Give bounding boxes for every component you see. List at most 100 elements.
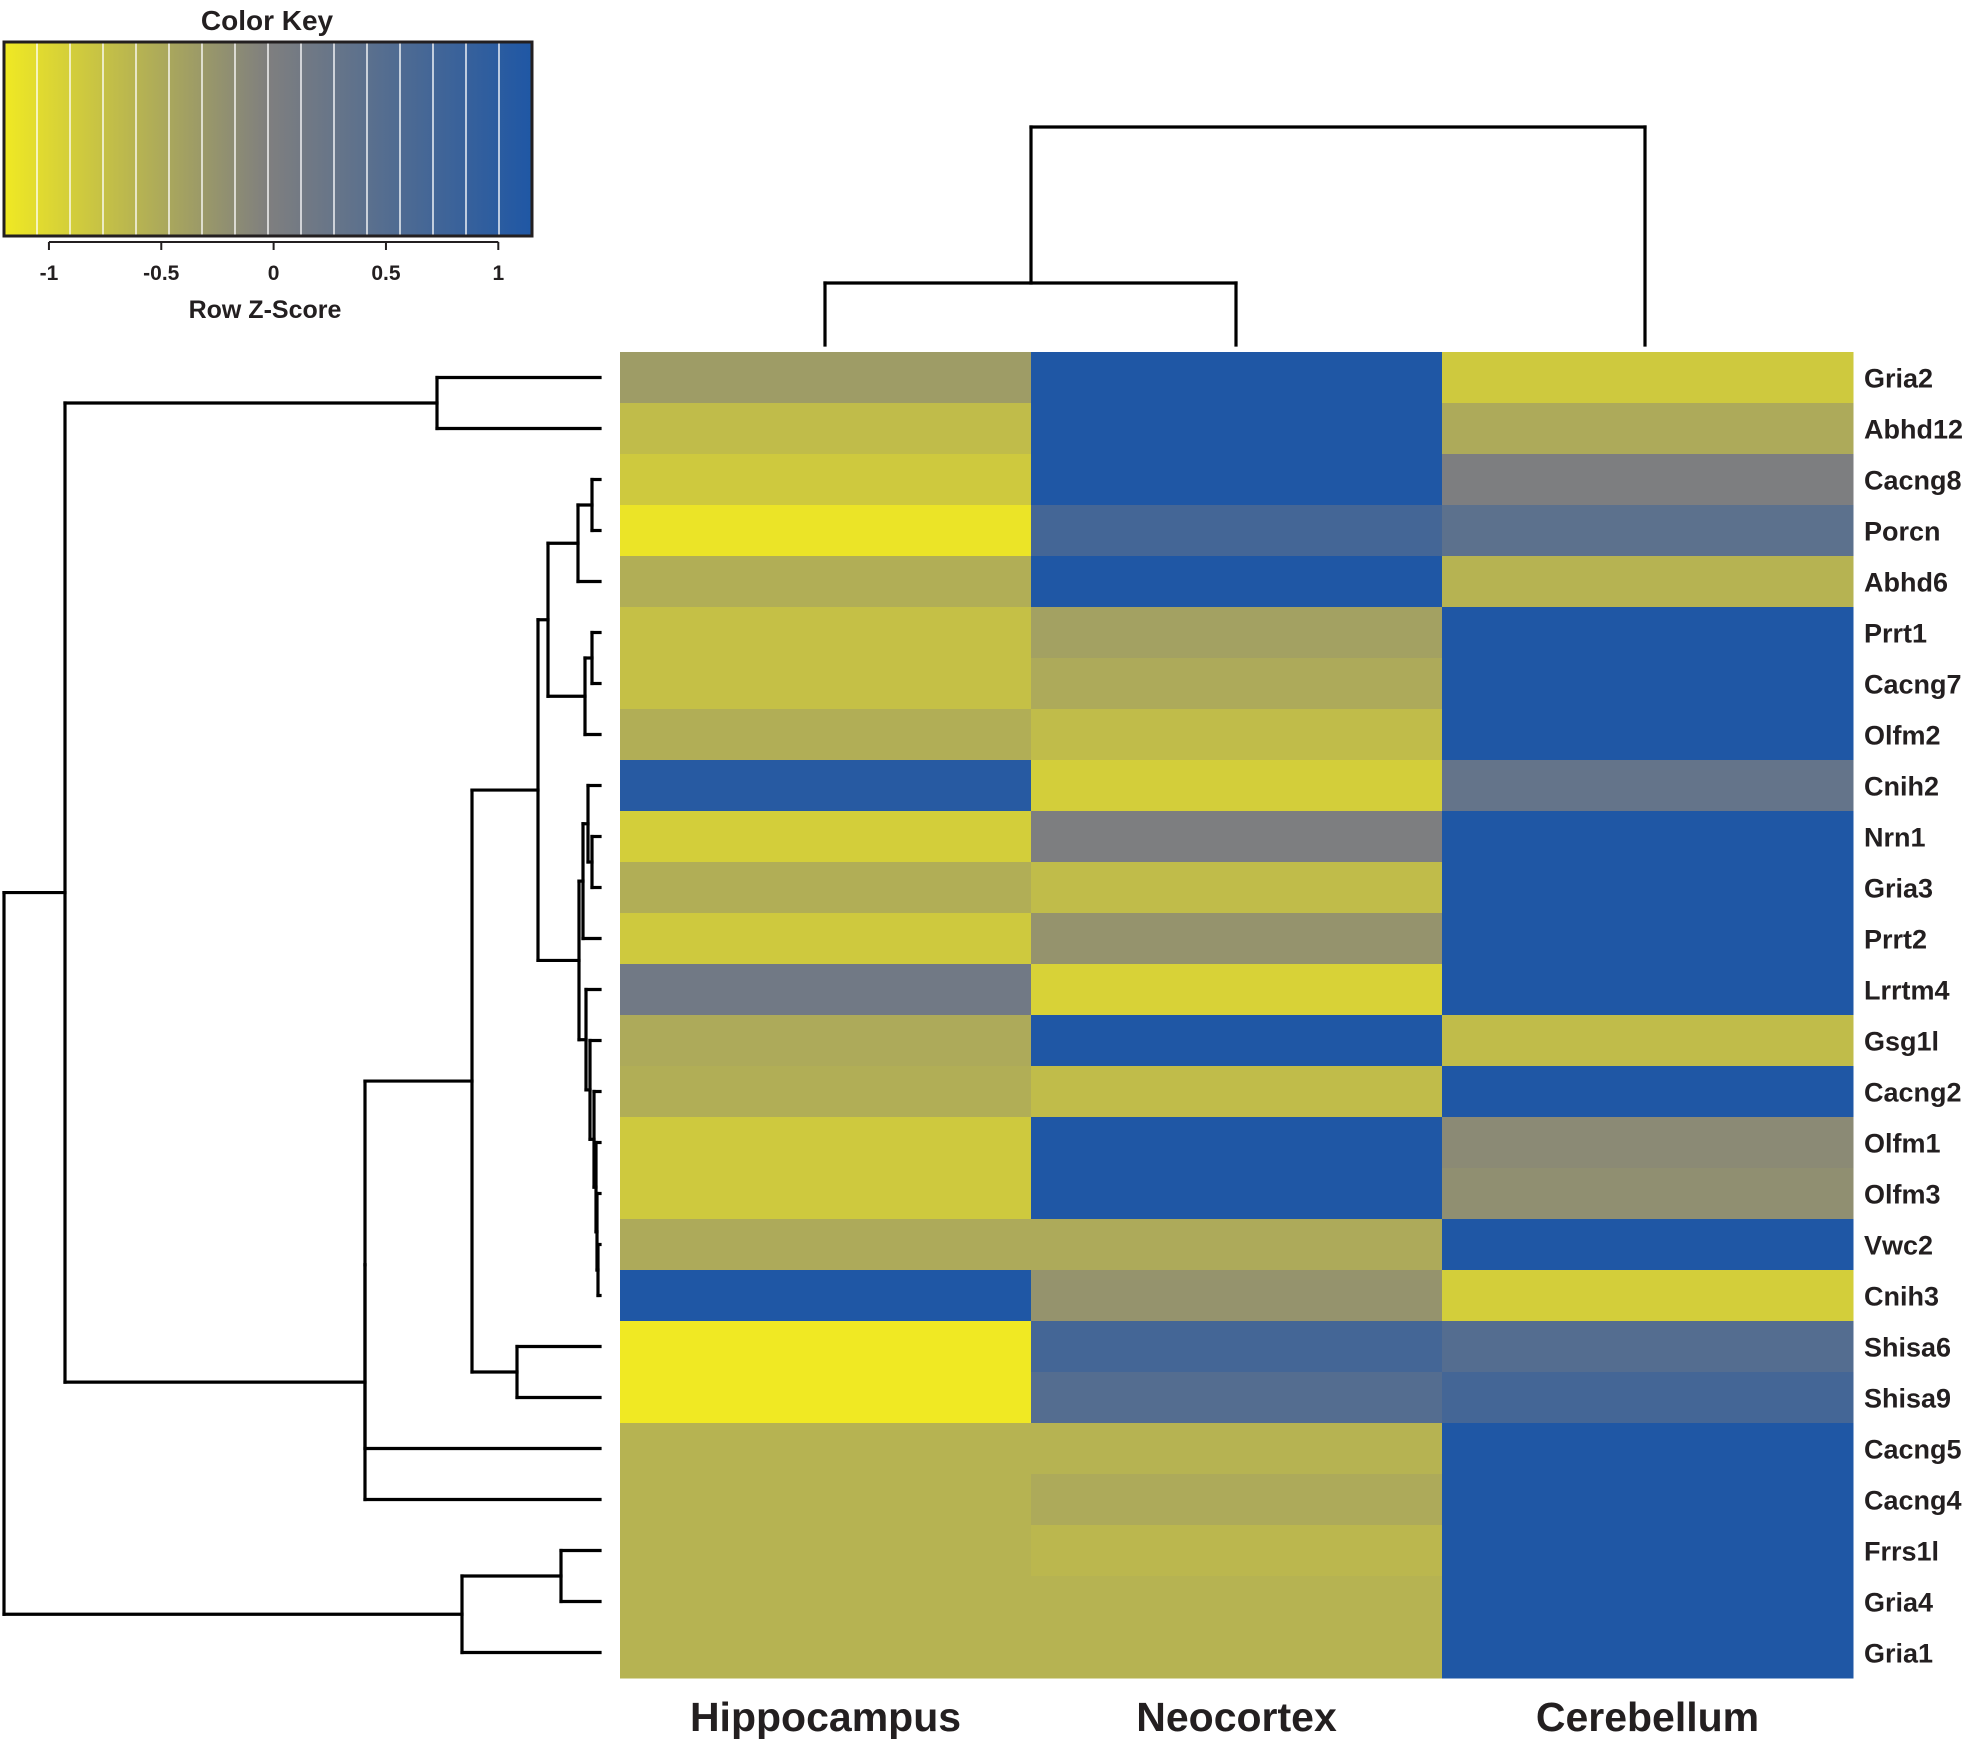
heatmap-cell: [1031, 1015, 1443, 1067]
heatmap-cell: [1031, 913, 1443, 965]
heatmap-cell: [1031, 964, 1443, 1016]
row-label: Abhd6: [1864, 568, 1948, 598]
row-label: Olfm3: [1864, 1180, 1941, 1210]
heatmap-cell: [1442, 1117, 1854, 1169]
heatmap-cell: [1442, 454, 1854, 506]
heatmap-cell: [1442, 811, 1854, 863]
heatmap-cell: [620, 1576, 1032, 1628]
heatmap-cell: [620, 1066, 1032, 1118]
row-label: Prrt1: [1864, 619, 1927, 649]
color-key-tick-label: -1: [40, 262, 59, 285]
heatmap-cell: [1442, 556, 1854, 608]
column-label: Cerebellum: [1536, 1694, 1759, 1739]
heatmap-cell: [1031, 1219, 1443, 1271]
row-label: Olfm1: [1864, 1129, 1941, 1159]
heatmap-cell: [620, 352, 1032, 404]
row-label: Abhd12: [1864, 415, 1963, 445]
heatmap-cell: [1442, 1321, 1854, 1373]
row-label: Shisa9: [1864, 1384, 1951, 1414]
color-key-tick-label: 0: [268, 262, 280, 285]
heatmap-cell: [1031, 454, 1443, 506]
heatmap-cell: [620, 505, 1032, 557]
heatmap-cell: [620, 1321, 1032, 1373]
heatmap-cell: [1442, 760, 1854, 812]
row-label: Shisa6: [1864, 1333, 1951, 1363]
heatmap-cell: [1031, 1321, 1443, 1373]
color-key-axis: -1 -0.5 0 0.5 1: [40, 241, 504, 285]
row-label: Olfm2: [1864, 721, 1941, 751]
heatmap-cell: [1031, 1576, 1443, 1628]
row-label: Prrt2: [1864, 925, 1927, 955]
row-label: Frrs1l: [1864, 1537, 1939, 1567]
row-label: Vwc2: [1864, 1231, 1933, 1261]
heatmap-cell: [1031, 1525, 1443, 1577]
heatmap-cell: [1031, 862, 1443, 914]
color-key: Color Key -1 -0.5 0 0.5 1 Row Z-Score: [2, 5, 534, 324]
heatmap-cell: [1031, 607, 1443, 659]
heatmap-cell: [1442, 1474, 1854, 1526]
heatmap-cell: [620, 1525, 1032, 1577]
row-label: Cacng5: [1864, 1435, 1962, 1465]
heatmap-cell: [620, 607, 1032, 659]
heatmap-cell: [620, 1423, 1032, 1475]
heatmap-cell: [1442, 1627, 1854, 1679]
heatmap-cell: [1031, 1117, 1443, 1169]
heatmap-cell: [1031, 352, 1443, 404]
heatmap-cell: [620, 760, 1032, 812]
heatmap-cell: [620, 1219, 1032, 1271]
heatmap-cell: [1031, 505, 1443, 557]
heatmap-cell: [620, 709, 1032, 761]
heatmap-cell: [620, 1372, 1032, 1424]
heatmap-cell: [1442, 1015, 1854, 1067]
row-label: Gsg1l: [1864, 1027, 1939, 1057]
heatmap-cell: [1442, 1525, 1854, 1577]
color-key-tick-label: 0.5: [371, 262, 401, 285]
row-label: Gria1: [1864, 1639, 1933, 1669]
column-dendrogram: [823, 125, 1647, 347]
heatmap-cell: [1031, 1168, 1443, 1220]
heatmap-cell: [1442, 1576, 1854, 1628]
heatmap-cell: [1031, 1270, 1443, 1322]
row-label: Cacng4: [1864, 1486, 1962, 1516]
row-label: Porcn: [1864, 517, 1941, 547]
color-key-border: [2, 40, 534, 238]
heatmap-cell: [620, 454, 1032, 506]
heatmap-cell: [620, 403, 1032, 455]
heatmap-cell: [1442, 1168, 1854, 1220]
heatmap-cell: [1031, 760, 1443, 812]
heatmap-cells: [620, 352, 1854, 1679]
heatmap-cell: [1442, 709, 1854, 761]
color-key-title: Color Key: [201, 5, 334, 36]
column-labels: Hippocampus Neocortex Cerebellum: [690, 1694, 1759, 1739]
heatmap-cell: [1442, 1372, 1854, 1424]
color-key-xlabel: Row Z-Score: [189, 296, 342, 324]
row-label: Cnih2: [1864, 772, 1939, 802]
heatmap-cell: [620, 1015, 1032, 1067]
heatmap-cell: [1442, 964, 1854, 1016]
heatmap-cell: [620, 1117, 1032, 1169]
heatmap-cell: [620, 811, 1032, 863]
row-label: Nrn1: [1864, 823, 1926, 853]
heatmap-cell: [620, 1474, 1032, 1526]
heatmap-cell: [1031, 658, 1443, 710]
heatmap-cell: [620, 1627, 1032, 1679]
row-label: Gria2: [1864, 364, 1933, 394]
heatmap-cell: [1442, 1270, 1854, 1322]
heatmap-cell: [620, 1270, 1032, 1322]
color-key-tick-label: 1: [492, 262, 504, 285]
heatmap-cell: [1442, 1423, 1854, 1475]
heatmap-cell: [1442, 1219, 1854, 1271]
heatmap-cell: [1031, 1372, 1443, 1424]
row-label: Cacng7: [1864, 670, 1962, 700]
color-key-bins: [36, 42, 500, 236]
heatmap-cell: [1031, 811, 1443, 863]
heatmap-cell: [1442, 862, 1854, 914]
row-label: Cacng2: [1864, 1078, 1962, 1108]
heatmap-cell: [620, 1168, 1032, 1220]
heatmap-cell: [1442, 658, 1854, 710]
heatmap-cell: [1442, 403, 1854, 455]
heatmap-cell: [1031, 1474, 1443, 1526]
heatmap-cell: [620, 862, 1032, 914]
heatmap-cell: [620, 964, 1032, 1016]
